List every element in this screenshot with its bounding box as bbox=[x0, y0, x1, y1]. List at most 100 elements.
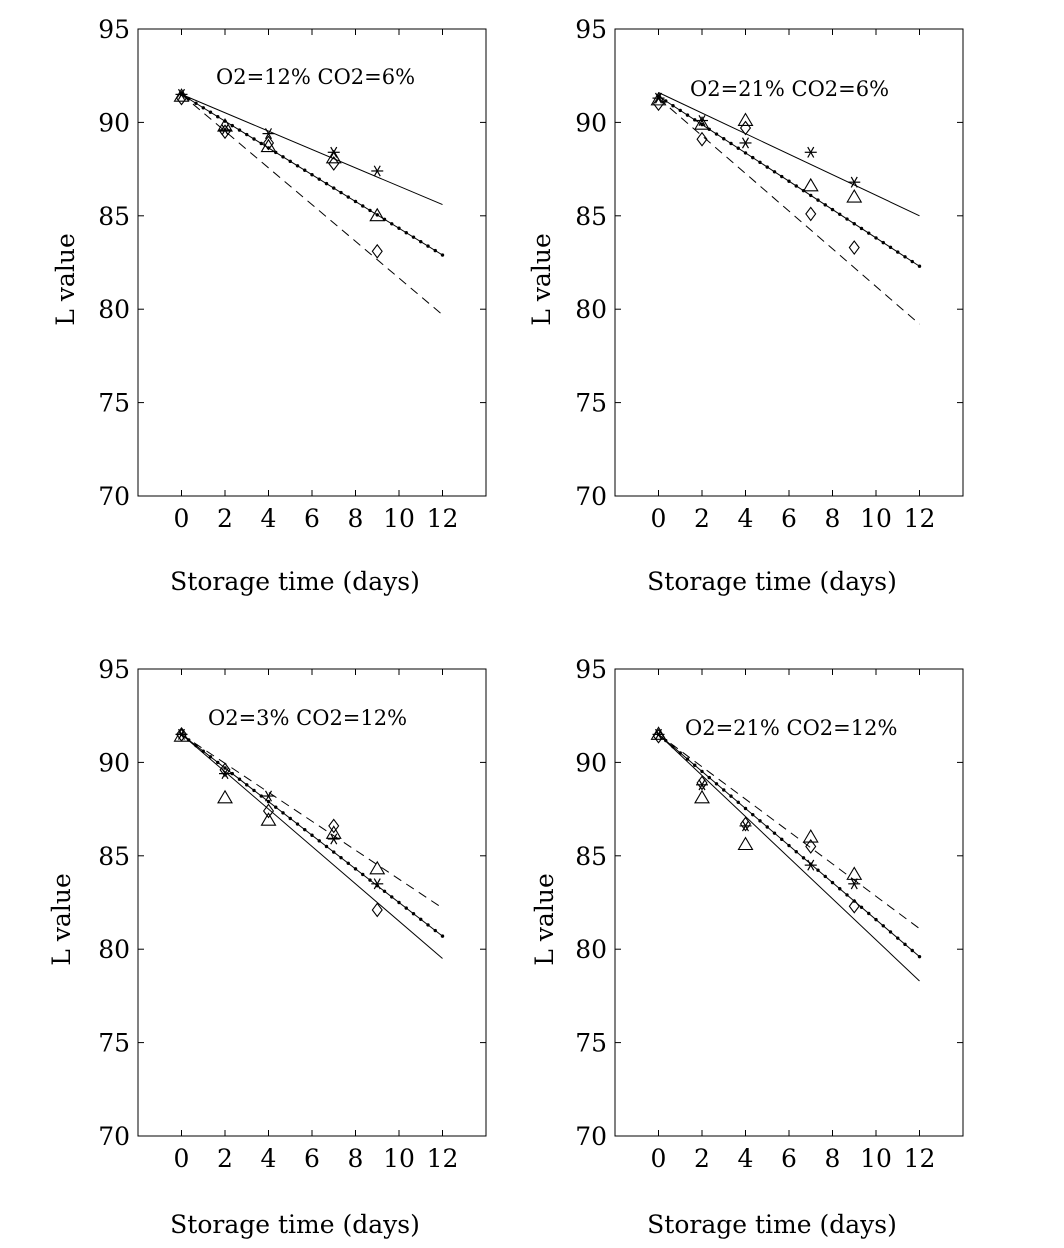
dotted-fit-point bbox=[772, 170, 777, 174]
dotted-fit-point bbox=[266, 799, 271, 804]
x-tick-label: 0 bbox=[651, 504, 667, 533]
dotted-fit-point bbox=[693, 118, 697, 122]
star-marker bbox=[652, 728, 665, 740]
dotted-fit-point bbox=[910, 259, 914, 264]
dotted-fit-point bbox=[310, 833, 314, 837]
y-tick-label: 80 bbox=[575, 295, 607, 324]
y-tick-label: 85 bbox=[98, 202, 130, 231]
diamond-marker bbox=[328, 818, 340, 834]
dotted-fit-point bbox=[208, 755, 213, 759]
x-tick-label: 4 bbox=[738, 504, 754, 533]
diamond-marker bbox=[805, 206, 817, 222]
dotted-fit-point bbox=[303, 168, 307, 172]
y-tick-label: 70 bbox=[98, 1122, 130, 1151]
star-marker-stroke bbox=[654, 92, 663, 104]
dotted-fit-point bbox=[339, 190, 343, 195]
y-tick-label: 80 bbox=[98, 295, 130, 324]
diamond-marker bbox=[805, 839, 817, 854]
x-tick-label: 10 bbox=[383, 1144, 415, 1173]
y-tick-label: 85 bbox=[575, 842, 607, 871]
dotted-fit-point bbox=[729, 141, 733, 146]
dotted-fit-point bbox=[397, 226, 401, 230]
dotted-fit-point bbox=[845, 893, 849, 897]
dotted-fit-point bbox=[823, 874, 827, 879]
dotted-fit-point bbox=[751, 155, 755, 160]
dotted-fit-point bbox=[881, 924, 885, 928]
dotted-fit-point bbox=[404, 231, 408, 235]
x-axis-label: Storage time (days) bbox=[647, 1210, 897, 1239]
dotted-fit-point bbox=[390, 222, 394, 226]
star-marker-stroke bbox=[177, 728, 186, 740]
dotted-fit-point bbox=[859, 905, 864, 909]
dotted-fit-point bbox=[411, 912, 416, 916]
diamond-marker bbox=[262, 135, 275, 151]
dashed-fit-line bbox=[181, 93, 443, 316]
dotted-fit-point bbox=[917, 264, 922, 268]
x-tick-label: 2 bbox=[694, 504, 710, 533]
diamond-marker bbox=[739, 816, 752, 832]
dotted-fit-point bbox=[382, 889, 387, 893]
dotted-fit-point bbox=[324, 181, 329, 186]
dotted-fit-point bbox=[216, 760, 220, 765]
diamond-marker bbox=[175, 90, 188, 106]
dotted-fit-point bbox=[751, 812, 755, 817]
star-marker bbox=[371, 165, 384, 177]
triangle-marker bbox=[217, 789, 233, 804]
dotted-fit-point bbox=[845, 217, 849, 221]
x-axis-label: Storage time (days) bbox=[170, 567, 420, 596]
star-marker bbox=[219, 768, 231, 780]
star-marker bbox=[327, 146, 340, 158]
y-tick-label: 85 bbox=[98, 842, 130, 871]
dotted-fit-point bbox=[896, 936, 900, 940]
dotted-fit-point bbox=[765, 165, 769, 169]
x-tick-label: 12 bbox=[427, 1144, 459, 1173]
dotted-fit-point bbox=[794, 850, 798, 854]
star-marker-stroke bbox=[741, 137, 750, 149]
x-tick-label: 0 bbox=[651, 1144, 667, 1173]
dotted-fit-point bbox=[678, 751, 682, 755]
dotted-fit-point bbox=[678, 108, 682, 113]
dotted-fit-point bbox=[324, 844, 329, 849]
dotted-fit-point bbox=[780, 837, 784, 842]
x-tick-label: 8 bbox=[348, 504, 364, 533]
dotted-fit-point bbox=[722, 137, 726, 141]
star-marker-stroke bbox=[264, 790, 273, 802]
star-marker bbox=[804, 859, 817, 871]
dotted-fit-point bbox=[765, 825, 769, 829]
dotted-fit-point bbox=[230, 771, 234, 776]
dotted-fit-point bbox=[693, 763, 697, 767]
dotted-fit-point bbox=[787, 843, 791, 848]
y-tick-label: 75 bbox=[98, 389, 130, 418]
x-tick-label: 8 bbox=[348, 1144, 364, 1173]
y-tick-label: 95 bbox=[575, 15, 607, 44]
dotted-fit-point bbox=[874, 236, 878, 240]
triangle-marker bbox=[650, 91, 667, 106]
chart-panel-4: 70 75 80 85 90 95 0 2 4 6 8 10 12 Storage time (days)… bbox=[530, 655, 964, 1239]
dotted-fit-point bbox=[426, 244, 430, 248]
triangle-marker bbox=[802, 829, 819, 843]
dotted-fit-point bbox=[346, 195, 350, 199]
dotted-fit-point bbox=[375, 213, 379, 217]
dotted-fit-point bbox=[332, 186, 336, 190]
dotted-fit-point bbox=[881, 240, 885, 245]
dotted-fit-point bbox=[295, 164, 300, 168]
triangle-marker bbox=[369, 207, 386, 222]
dotted-fit-point bbox=[736, 146, 740, 150]
triangle-marker bbox=[325, 149, 342, 164]
dotted-fit-point bbox=[867, 231, 871, 235]
y-tick-label: 95 bbox=[575, 655, 607, 684]
diamond-marker bbox=[696, 775, 708, 791]
chart-panel-1: 70 75 80 85 90 95 0 2 4 6 8 10 12 Storage time (days)… bbox=[51, 15, 487, 596]
x-tick-label: 8 bbox=[825, 1144, 841, 1173]
star-marker bbox=[696, 115, 708, 127]
triangle-marker bbox=[737, 836, 754, 851]
solid-fit-line bbox=[181, 93, 443, 206]
dotted-fit-point bbox=[353, 199, 358, 204]
dotted-fit-point bbox=[259, 794, 263, 798]
dotted-fit-point bbox=[368, 208, 372, 213]
condition-annotation: O2=12% CO2=6% bbox=[216, 65, 415, 89]
dotted-fit-point bbox=[317, 177, 321, 181]
y-tick-label: 70 bbox=[575, 1122, 607, 1151]
dotted-fit-point bbox=[259, 141, 263, 146]
dotted-fit-point bbox=[303, 827, 307, 832]
